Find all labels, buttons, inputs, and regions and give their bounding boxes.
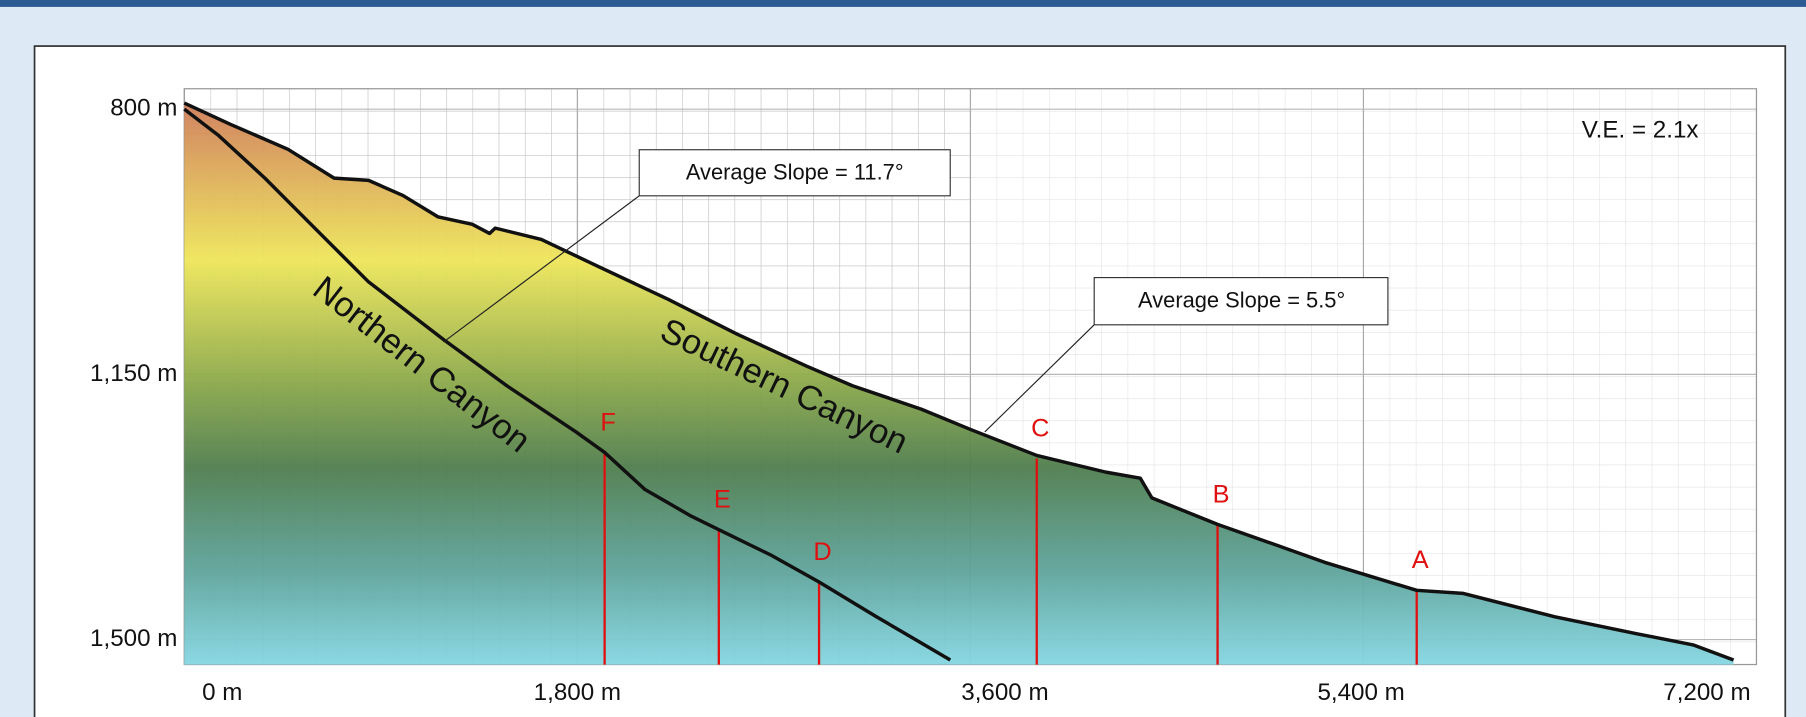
- marker-label: C: [1031, 414, 1049, 442]
- marker-label: F: [600, 408, 615, 436]
- callout-box: [1093, 277, 1389, 326]
- callout-box: [638, 149, 951, 197]
- y-tick-label: 1,150 m: [90, 360, 177, 387]
- marker-label: B: [1213, 480, 1230, 508]
- callout-text: Average Slope = 11.7°: [686, 160, 904, 185]
- y-tick-label: 800 m: [110, 95, 177, 122]
- x-tick-label: 5,400 m: [1317, 679, 1404, 706]
- profile-line: [183, 101, 1735, 662]
- marker-label: A: [1412, 546, 1429, 574]
- x-tick-label: 0 m: [202, 679, 242, 706]
- y-tick-label: 1,500 m: [90, 625, 177, 652]
- callout-line: [984, 324, 1095, 433]
- marker-label: D: [813, 538, 831, 566]
- top-bar: [0, 0, 1806, 7]
- x-tick-label: 1,800 m: [534, 679, 621, 706]
- x-tick-label: 7,200 m: [1663, 679, 1750, 706]
- profile-line: [183, 107, 952, 662]
- ve-label: V.E. = 2.1x: [1582, 117, 1699, 144]
- callout-line: [443, 195, 640, 343]
- terrain-area: [184, 103, 1734, 665]
- x-tick-label: 3,600 m: [961, 679, 1048, 706]
- marker-label: E: [714, 486, 731, 514]
- callout-text: Average Slope = 5.5°: [1138, 288, 1345, 313]
- plot-area: 800 m 1,150 m 1,500 m 0 m 1,800 m 3,600 m 5,40…: [90, 88, 1758, 706]
